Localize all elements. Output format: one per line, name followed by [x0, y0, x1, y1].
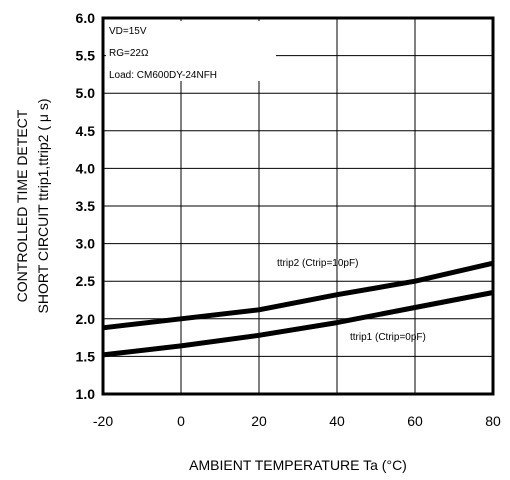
- y-tick-label: 1.0: [76, 386, 96, 402]
- x-tick-label: 40: [329, 413, 345, 429]
- y-tick-label: 6.0: [76, 10, 96, 26]
- x-tick-labels: -20 0 20 40 60 80: [93, 413, 501, 429]
- y-tick-label: 5.0: [76, 85, 96, 101]
- plot-frame: [101, 16, 495, 396]
- series-label-ttrip2: ttrip2 (Ctrip=10pF): [277, 258, 358, 269]
- series-label-ttrip1: ttrip1 (Ctrip=0pF): [350, 332, 426, 343]
- y-tick-label: 3.0: [76, 236, 96, 252]
- x-tick-label: 20: [251, 413, 267, 429]
- y-axis-label-line1: CONTROLLED TIME DETECT: [14, 109, 30, 302]
- y-tick-label: 1.5: [76, 348, 96, 364]
- x-tick-label: 60: [407, 413, 423, 429]
- y-tick-label: 4.5: [76, 123, 96, 139]
- y-tick-label: 2.0: [76, 311, 96, 327]
- y-tick-label: 4.0: [76, 160, 96, 176]
- x-tick-label: 0: [177, 413, 185, 429]
- y-tick-label: 5.5: [76, 48, 96, 64]
- series-line-ttrip2: [102, 260, 494, 331]
- series-lines: [102, 260, 494, 358]
- condition-vd: VD=15V: [109, 26, 147, 37]
- series-line-ttrip1: [102, 290, 494, 358]
- y-tick-labels: 1.0 1.5 2.0 2.5 3.0 3.5 4.0 4.5 5.0 5.5 6.0: [76, 10, 96, 402]
- y-tick-label: 3.5: [76, 198, 96, 214]
- y-tick-label: 2.5: [76, 273, 96, 289]
- x-tick-label: 80: [485, 413, 501, 429]
- x-axis-label: AMBIENT TEMPERATURE Ta (°C): [189, 457, 407, 473]
- x-tick-label: -20: [93, 413, 113, 429]
- condition-rg: RG=22Ω: [109, 48, 149, 59]
- conditions-box: [106, 21, 276, 81]
- condition-load: Load: CM600DY-24NFH: [109, 70, 217, 81]
- y-axis-label-line2: SHORT CIRCUIT ttrip1,ttrip2 ( μ s): [35, 99, 51, 314]
